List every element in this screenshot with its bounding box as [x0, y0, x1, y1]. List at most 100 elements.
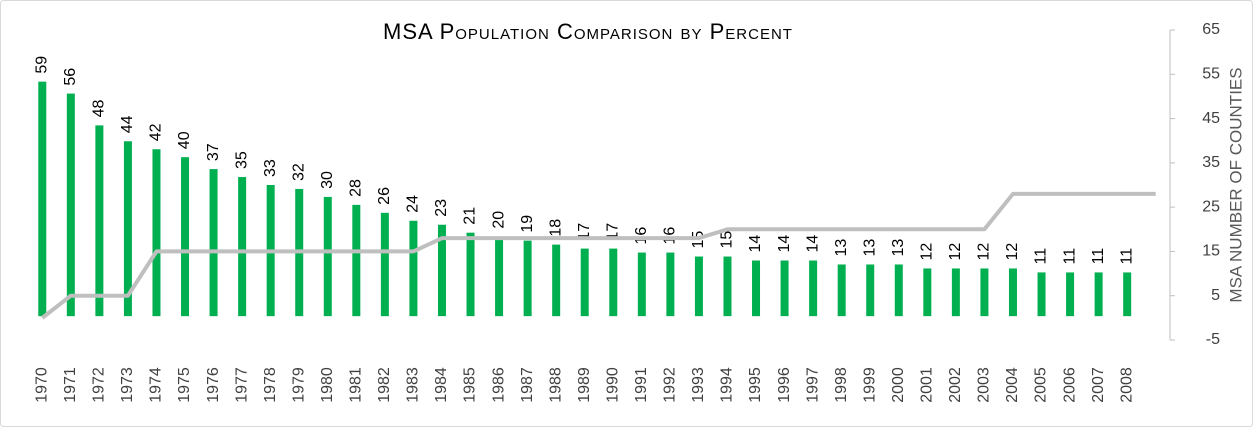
bar — [152, 149, 161, 317]
x-tick-label: 1990 — [604, 367, 621, 403]
data-label: 13 — [861, 239, 878, 257]
data-label: 12 — [976, 243, 993, 261]
y2-tick-label: 5 — [1211, 287, 1220, 304]
y2-tick-label: 15 — [1202, 243, 1220, 260]
bar — [723, 256, 732, 317]
data-label: 16 — [633, 227, 650, 245]
bar — [809, 260, 818, 317]
bar — [637, 252, 646, 317]
y2-tick-label: -5 — [1206, 331, 1220, 348]
x-tick-label: 2008 — [1118, 367, 1135, 403]
line — [41, 191, 1156, 320]
data-label: 33 — [262, 159, 279, 177]
x-tick-label: 1995 — [747, 367, 764, 403]
bar — [894, 264, 903, 317]
data-label: 23 — [433, 199, 450, 217]
data-label: 17 — [576, 223, 593, 241]
data-label: 30 — [319, 171, 336, 189]
data-label: 32 — [290, 163, 307, 181]
x-tick-label: 1998 — [833, 367, 850, 403]
bar — [238, 177, 247, 317]
data-label: 14 — [804, 235, 821, 253]
data-label: 12 — [947, 243, 964, 261]
x-tick-label: 1979 — [290, 367, 307, 403]
x-tick-label: 1985 — [462, 367, 479, 403]
bar — [123, 141, 132, 317]
x-tick-label: 1977 — [233, 367, 250, 403]
bar — [580, 248, 589, 317]
data-label: 20 — [490, 211, 507, 229]
bar — [38, 81, 47, 317]
bar — [523, 240, 532, 317]
bar — [1066, 272, 1075, 317]
x-tick-label: 1981 — [348, 367, 365, 403]
x-tick-label: 2000 — [890, 367, 907, 403]
x-tick-label: 1973 — [119, 367, 136, 403]
x-tick-label: 1971 — [62, 367, 79, 403]
bar — [923, 268, 932, 317]
data-label: 26 — [376, 187, 393, 205]
x-tick-label: 1987 — [519, 367, 536, 403]
data-label: 11 — [1118, 248, 1135, 265]
x-tick-label: 1991 — [633, 367, 650, 403]
data-label: 11 — [1090, 248, 1107, 265]
bar — [951, 268, 960, 317]
x-tick-label: 1984 — [433, 367, 450, 403]
bar — [694, 256, 703, 317]
x-tick-label: 1994 — [719, 367, 736, 403]
bar — [181, 157, 190, 317]
data-label: 19 — [519, 215, 536, 233]
bar — [323, 196, 332, 317]
y2-tick-label: 35 — [1202, 154, 1220, 171]
bar — [437, 224, 446, 317]
data-label: 37 — [205, 143, 222, 161]
bar — [95, 125, 104, 317]
x-tick-label: 2002 — [947, 367, 964, 403]
bar — [980, 268, 989, 317]
bar — [752, 260, 761, 317]
y2-tick-label: 45 — [1202, 110, 1220, 127]
x-tick-label: 2001 — [919, 367, 936, 403]
data-label: 15 — [719, 231, 736, 249]
data-label: 13 — [890, 239, 907, 257]
y2-axis-title: MSA NUMBER OF COUNTIES — [1226, 67, 1245, 302]
data-label: 13 — [833, 239, 850, 257]
data-label: 11 — [1061, 248, 1078, 265]
data-label: 12 — [1004, 243, 1021, 261]
x-tick-label: 2006 — [1061, 367, 1078, 403]
data-label: 14 — [747, 235, 764, 253]
bar — [495, 236, 504, 317]
bar — [1037, 272, 1046, 317]
x-tick-label: 1996 — [776, 367, 793, 403]
data-label: 14 — [776, 235, 793, 253]
data-label: 28 — [348, 179, 365, 197]
x-tick-label: 1975 — [176, 367, 193, 403]
data-label: 42 — [148, 123, 165, 141]
x-tick-label: 1983 — [405, 367, 422, 403]
data-label: 44 — [119, 115, 136, 133]
x-tick-label: 2003 — [976, 367, 993, 403]
x-tick-label: 1992 — [662, 367, 679, 403]
bar — [666, 252, 675, 317]
bar — [380, 212, 389, 317]
x-tick-label: 1974 — [148, 367, 165, 403]
data-label: 17 — [604, 223, 621, 241]
bar — [609, 248, 618, 317]
bar — [1094, 272, 1103, 317]
data-label: 12 — [919, 243, 936, 261]
data-label: 24 — [405, 195, 422, 213]
y2-tick-label: 55 — [1202, 66, 1220, 83]
x-tick-label: 1982 — [376, 367, 393, 403]
data-label: 35 — [233, 151, 250, 169]
chart-title: MSA Population Comparison by Percent — [383, 19, 793, 44]
data-label: 59 — [33, 56, 50, 74]
data-label: 18 — [547, 219, 564, 237]
bar — [837, 264, 846, 317]
x-tick-label: 1997 — [804, 367, 821, 403]
x-tick-label: 1988 — [547, 367, 564, 403]
x-tick-label: 1978 — [262, 367, 279, 403]
x-tick-label: 1999 — [861, 367, 878, 403]
bar — [209, 169, 218, 317]
x-tick-label: 1989 — [576, 367, 593, 403]
